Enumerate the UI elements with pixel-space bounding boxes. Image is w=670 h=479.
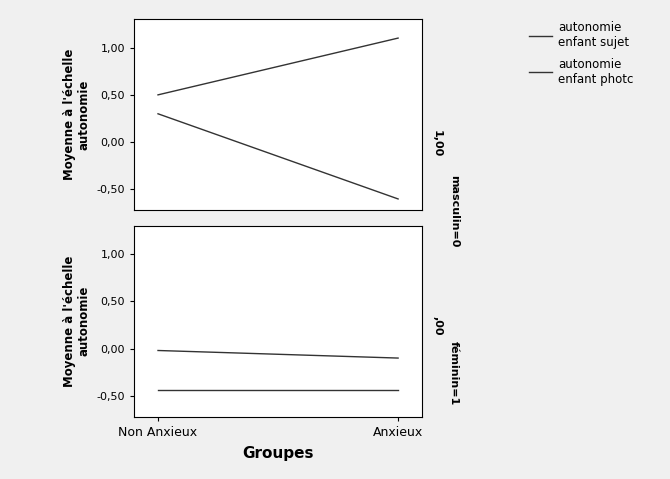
Text: ,00: ,00 bbox=[432, 316, 442, 335]
Legend: autonomie
enfant sujet, autonomie
enfant photc: autonomie enfant sujet, autonomie enfant… bbox=[529, 21, 634, 86]
X-axis label: Groupes: Groupes bbox=[243, 445, 314, 461]
Y-axis label: Moyenne à l'échelle
autonomie: Moyenne à l'échelle autonomie bbox=[63, 255, 91, 387]
Y-axis label: Moyenne à l'échelle
autonomie: Moyenne à l'échelle autonomie bbox=[63, 49, 91, 181]
Text: 1,00: 1,00 bbox=[432, 130, 442, 157]
Text: féminin=1: féminin=1 bbox=[449, 342, 459, 406]
Text: masculin=0: masculin=0 bbox=[449, 174, 459, 247]
